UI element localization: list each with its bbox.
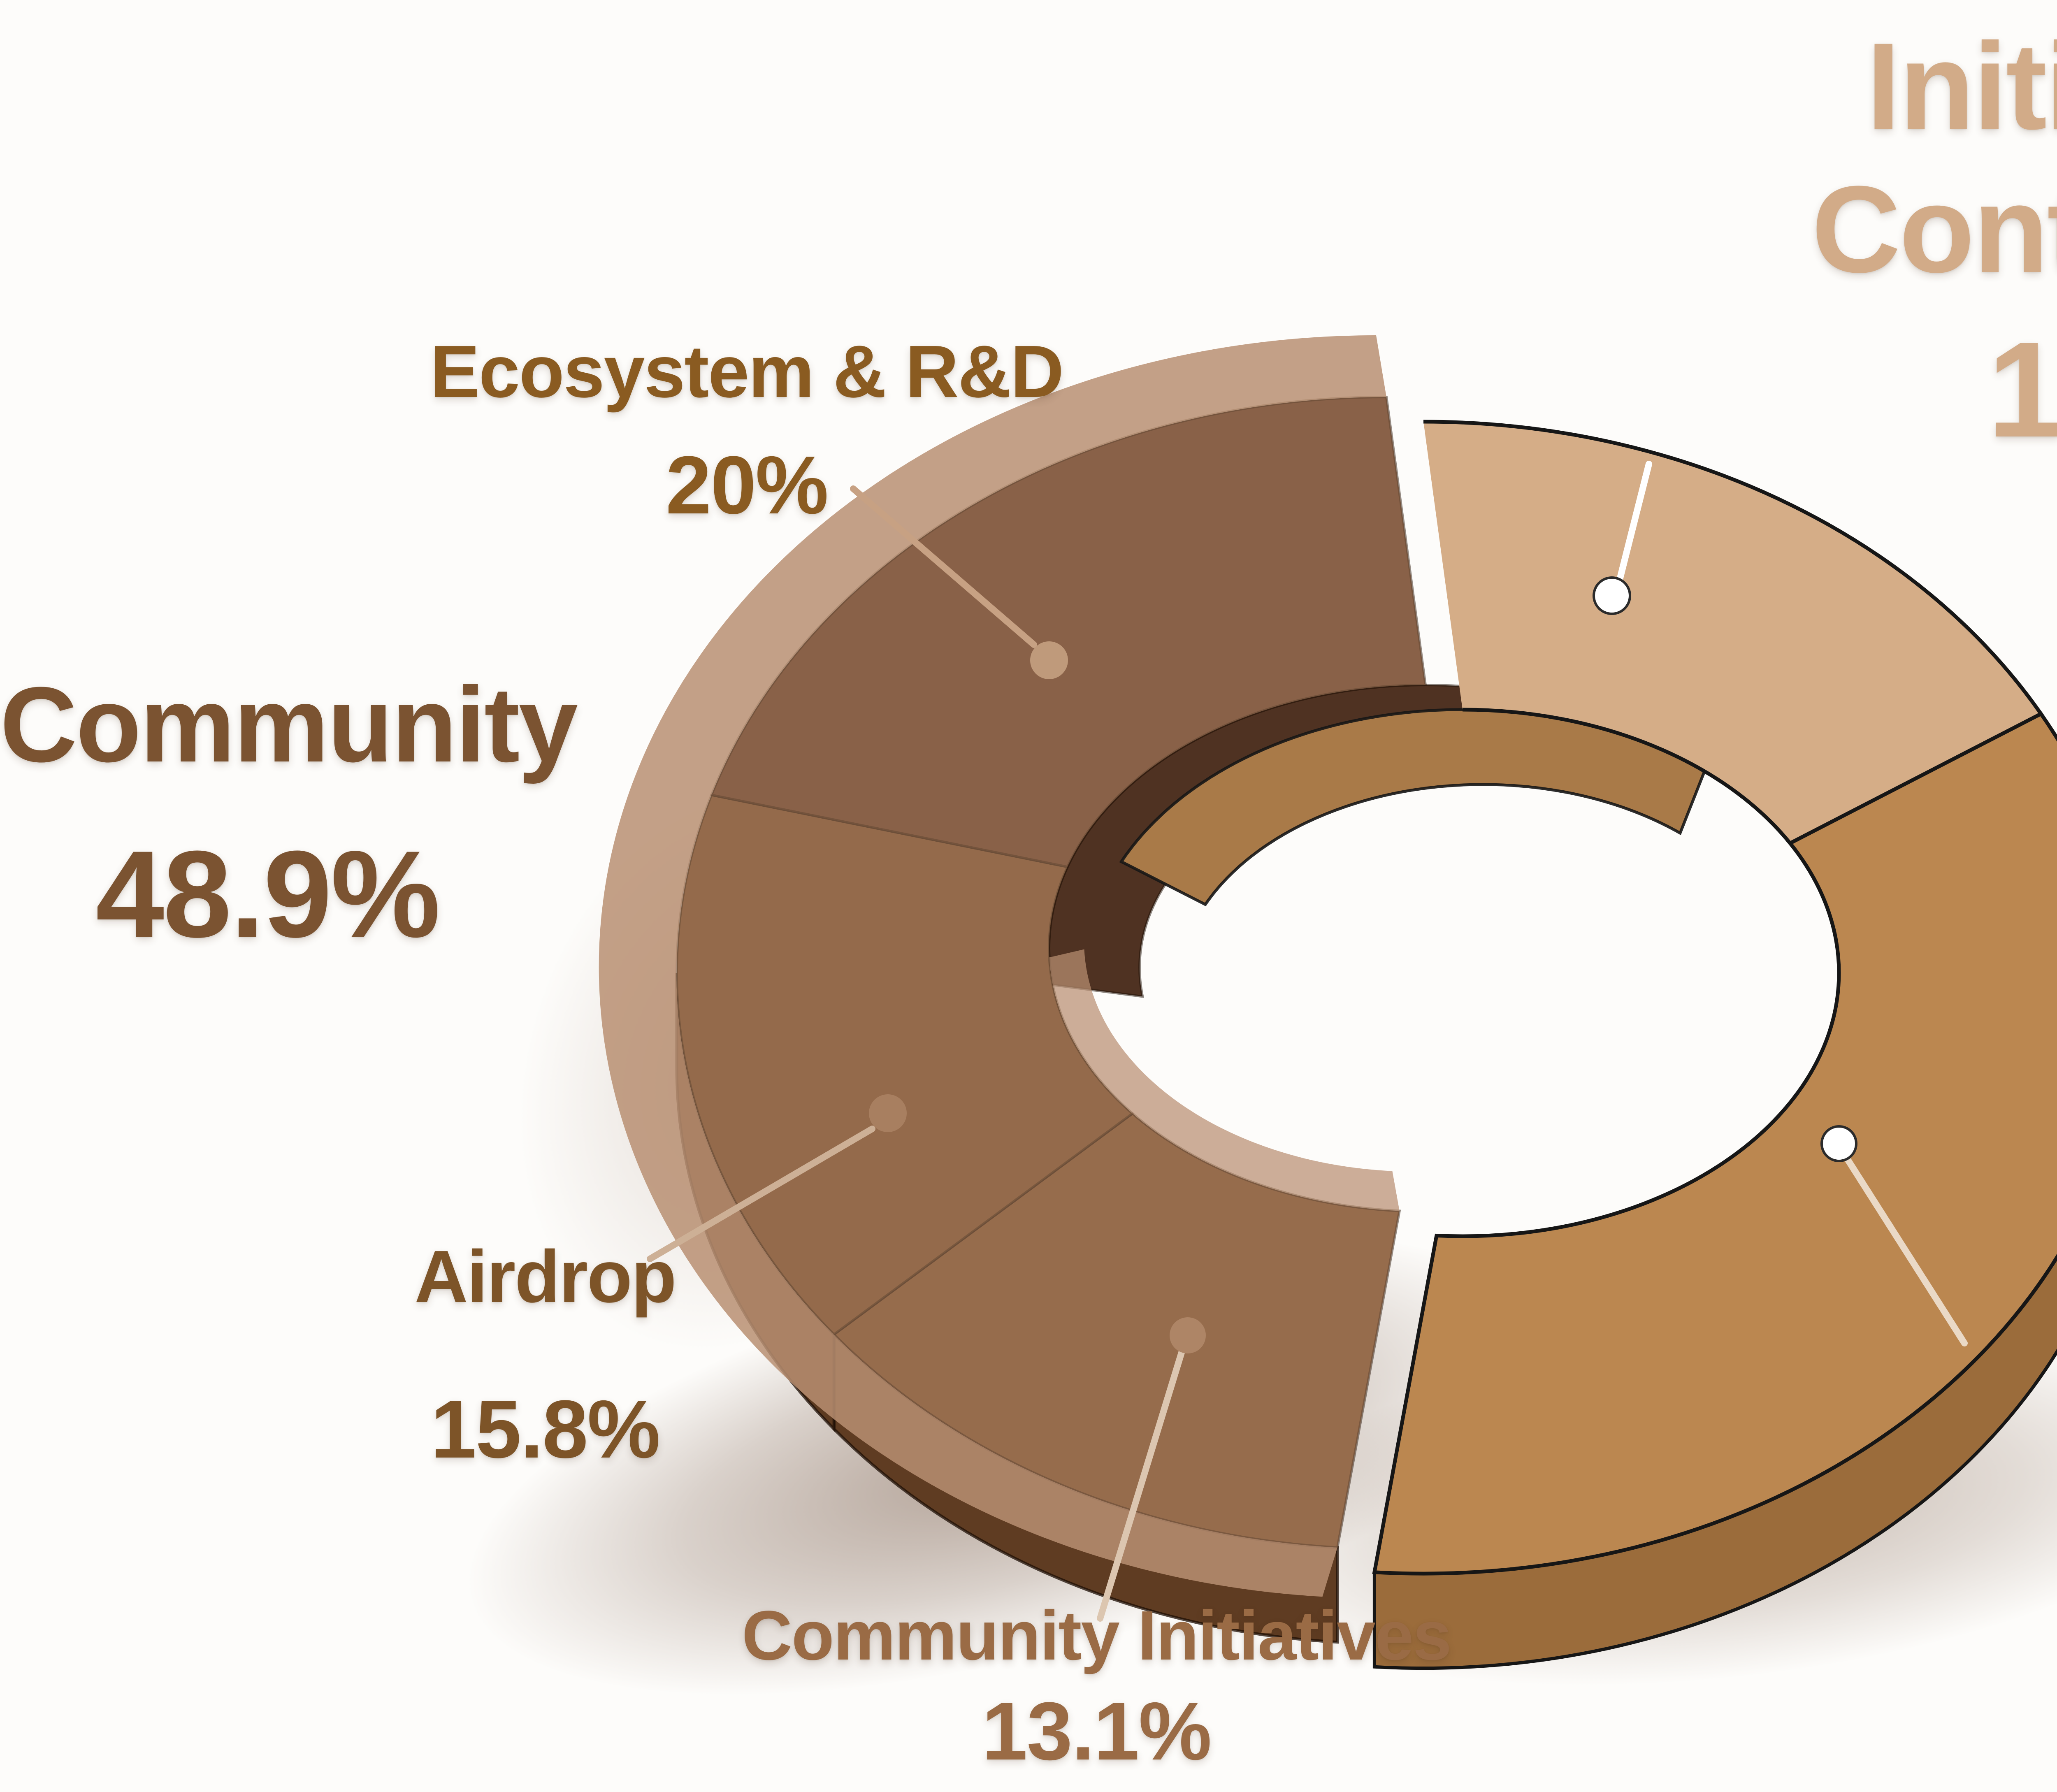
- community-overlay-halo-inner: [1049, 949, 1400, 1211]
- callout-dot-investors: [1820, 1125, 1857, 1162]
- callout-dot-community-initiatives: [1170, 1317, 1206, 1353]
- label-ci-percent: 13.1%: [982, 1685, 1212, 1778]
- label-community-name: Community: [0, 665, 578, 785]
- label-airdrop: Airdrop 15.8%: [257, 1234, 833, 1477]
- label-community-initiatives: Community Initiatives 13.1%: [685, 1595, 1508, 1779]
- label-icc-line2: Contributors: [1811, 160, 2057, 298]
- label-community-percent: 48.9%: [95, 824, 440, 963]
- label-icc-percent: 16.8%: [1987, 313, 2057, 465]
- label-airdrop-name: Airdrop: [414, 1235, 677, 1318]
- label-community-group: Community 48.9%: [0, 663, 578, 966]
- label-eco-percent: 20%: [666, 439, 829, 531]
- callout-line-ecosystem-r-d: [850, 485, 1037, 648]
- slice-initial-core-contributors-outline: [1423, 420, 2044, 846]
- community-overlay-wash: [676, 397, 1426, 1548]
- label-airdrop-percent: 15.8%: [430, 1383, 660, 1475]
- callout-line-community-initiatives: [1097, 1349, 1185, 1622]
- callout-dot-initial-core-contributors: [1593, 576, 1631, 615]
- slice-initial-core-contributors-top: [1423, 422, 2041, 843]
- callout-line-investors: [1845, 1157, 1968, 1346]
- callout-dot-airdrop: [869, 1094, 907, 1132]
- callout-line-initial-core-contributors: [1617, 461, 1652, 581]
- label-initial-core-contributors: Initial Core Contributors 16.8%: [1720, 14, 2057, 469]
- label-ecosystem-rd: Ecosystem & R&D 20%: [376, 329, 1117, 533]
- label-ci-name: Community Initiatives: [742, 1597, 1452, 1675]
- callout-dot-ecosystem-r-d: [1030, 641, 1068, 679]
- callout-line-airdrop: [647, 1126, 875, 1262]
- label-icc-line1: Initial Core: [1866, 17, 2057, 155]
- community-overlay-halo-outer: [599, 335, 1386, 1597]
- slice-investors-top: [1372, 711, 2057, 1576]
- label-eco-name: Ecosystem & R&D: [430, 330, 1064, 413]
- slice-ecosystem-r-d-top: [710, 395, 1427, 868]
